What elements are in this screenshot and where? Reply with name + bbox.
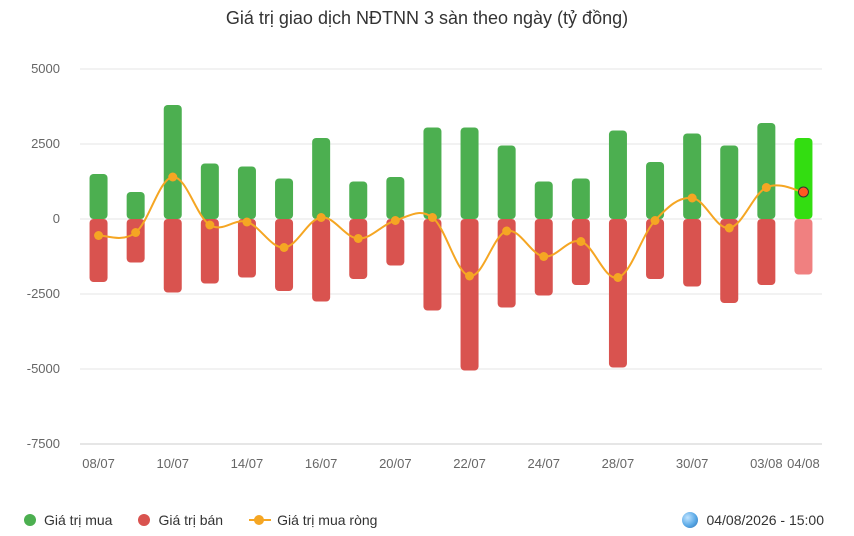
legend-marker-net [249,514,272,526]
buy-bar[interactable] [497,145,516,220]
x-tick-label: 03/08 [750,456,783,471]
buy-bar[interactable] [720,145,739,220]
globe-icon [682,512,699,528]
net-buy-point[interactable] [724,223,734,233]
sell-bar[interactable] [386,219,405,266]
net-buy-point[interactable] [390,216,400,225]
y-tick-label: -5000 [27,361,60,376]
net-buy-point[interactable] [131,228,141,237]
y-tick-label: -2500 [27,286,60,301]
sell-bar[interactable] [163,219,182,293]
net-buy-point[interactable] [168,172,178,182]
y-tick-label: 2500 [31,136,60,151]
buy-bar[interactable] [89,174,108,219]
net-buy-point[interactable] [502,226,512,236]
x-tick-label: 10/07 [156,456,189,471]
buy-bar[interactable] [126,192,145,219]
buy-bar[interactable] [163,105,182,219]
net-buy-point[interactable] [576,237,586,246]
sell-bar[interactable] [349,219,368,279]
buy-bar[interactable] [386,177,405,219]
net-buy-point[interactable] [316,213,326,222]
net-buy-point[interactable] [205,220,215,230]
sell-bar[interactable] [571,219,590,285]
x-tick-label: 30/07 [676,456,709,471]
legend-marker-sell [138,514,151,526]
sell-bar[interactable] [608,219,627,368]
sell-bar[interactable] [720,219,739,303]
buy-bar[interactable] [312,138,331,219]
x-tick-label: 16/07 [305,456,338,471]
buy-bar[interactable] [794,138,813,219]
buy-bar[interactable] [571,178,590,220]
net-buy-point[interactable] [465,271,475,281]
sell-bar[interactable] [423,219,442,311]
net-buy-point[interactable] [242,217,252,227]
sell-bar[interactable] [757,219,776,285]
legend-label-buy: Giá trị mua [44,512,113,528]
buy-bar[interactable] [608,130,627,220]
x-tick-label: 14/07 [231,456,264,471]
sell-bar[interactable] [275,219,294,291]
chart-title: Giá trị giao dịch NĐTNN 3 sàn theo ngày … [225,8,629,28]
buy-bar[interactable] [200,163,219,220]
sell-bar[interactable] [312,219,331,302]
net-buy-point[interactable] [797,186,809,198]
sell-bar[interactable] [237,219,256,278]
sell-bar[interactable] [683,219,702,287]
net-buy-point[interactable] [687,193,697,203]
update-timestamp: 04/08/2026 - 15:00 [682,510,824,530]
buy-bar[interactable] [237,166,256,220]
x-tick-label: 28/07 [602,456,635,471]
buy-bar[interactable] [534,181,553,220]
x-tick-label: 20/07 [379,456,412,471]
x-tick-label: 22/07 [453,456,486,471]
net-buy-point[interactable] [613,273,623,282]
net-buy-point[interactable] [353,234,363,243]
buy-bar[interactable] [423,127,442,220]
sell-bar[interactable] [200,219,219,284]
net-buy-point[interactable] [279,243,289,252]
sell-bar[interactable] [497,219,516,308]
net-buy-point[interactable] [761,183,771,192]
buy-bar[interactable] [460,127,479,220]
net-buy-point[interactable] [539,252,549,261]
legend-item-net[interactable]: Giá trị mua ròng [249,512,377,528]
buy-bar[interactable] [646,162,665,219]
legend-item-sell[interactable]: Giá trị bán [138,512,223,528]
y-tick-label: 5000 [31,61,60,76]
net-buy-point[interactable] [94,231,104,240]
x-tick-label: 08/07 [82,456,115,471]
x-tick-label: 04/08 [787,456,820,471]
legend-label-sell: Giá trị bán [158,512,224,528]
sell-bar[interactable] [646,219,665,279]
x-tick-label: 24/07 [527,456,560,471]
y-tick-label: -7500 [27,436,60,451]
sell-bar[interactable] [89,219,108,282]
legend: Giá trị mua Giá trị bán Giá trị mua ròng [24,510,403,530]
legend-label-net: Giá trị mua ròng [277,512,378,528]
net-buy-point[interactable] [650,216,660,225]
buy-bar[interactable] [757,123,776,219]
buy-bar[interactable] [275,178,294,220]
buy-bar[interactable] [683,133,702,220]
legend-item-buy[interactable]: Giá trị mua [24,512,112,528]
legend-marker-buy [24,514,36,526]
y-tick-label: 0 [53,211,60,226]
timestamp-text: 04/08/2026 - 15:00 [706,512,824,528]
sell-bar[interactable] [126,219,145,263]
buy-bar[interactable] [349,181,368,220]
net-buy-point[interactable] [427,213,437,222]
sell-bar[interactable] [460,219,479,371]
sell-bar[interactable] [794,219,813,275]
